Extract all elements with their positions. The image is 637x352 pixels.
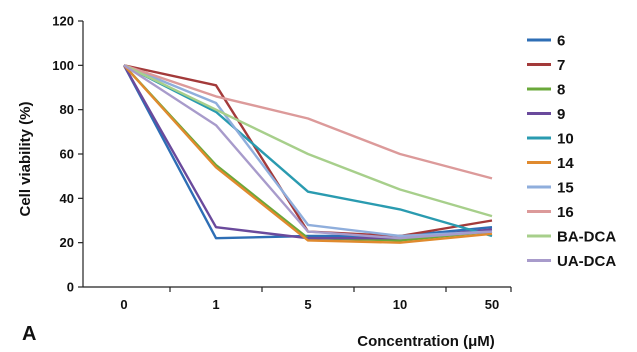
legend-label: 8 [557, 82, 565, 99]
legend-label: UA-DCA [557, 253, 616, 270]
series-line-16 [123, 64, 493, 180]
x-tick-label: 50 [485, 297, 499, 312]
legend: 6 7 8 9 10 14 15 16 BA-DCA UA-DCA [527, 33, 616, 270]
x-axis-title: Concentration (μM) [357, 333, 495, 350]
legend-label: 9 [557, 106, 565, 123]
legend-label: 15 [557, 180, 574, 197]
legend-label: BA-DCA [557, 229, 616, 246]
series-line-10 [123, 64, 493, 238]
series-line-ua-dca [123, 64, 493, 240]
x-tick-label: 1 [212, 297, 219, 312]
series-line-15 [123, 64, 493, 238]
y-tick-label: 100 [52, 58, 74, 73]
series-line-6 [122, 64, 493, 240]
y-tick-label: 120 [52, 14, 74, 29]
y-tick-label: 80 [60, 102, 74, 117]
y-axis-title: Cell viability (%) [17, 101, 34, 216]
x-tick-label: 0 [120, 297, 127, 312]
y-tick-label: 40 [60, 191, 74, 206]
y-tick-label: 20 [60, 235, 74, 250]
legend-label: 7 [557, 57, 565, 74]
series-line-14 [123, 64, 493, 244]
series-line-ba-dca [123, 64, 493, 218]
x-tick-label: 5 [304, 297, 311, 312]
y-tick-label: 60 [60, 147, 74, 162]
legend-label: 10 [557, 131, 574, 148]
y-tick-label: 0 [67, 280, 74, 295]
x-ticks: 0 1 5 10 50 [120, 287, 512, 312]
x-tick-label: 10 [393, 297, 407, 312]
legend-label: 16 [557, 204, 574, 221]
panel-label: A [22, 323, 36, 345]
legend-label: 14 [557, 155, 574, 172]
series-layer [122, 64, 493, 244]
legend-label: 6 [557, 33, 565, 50]
y-ticks: 0 20 40 60 80 100 120 [52, 14, 83, 295]
